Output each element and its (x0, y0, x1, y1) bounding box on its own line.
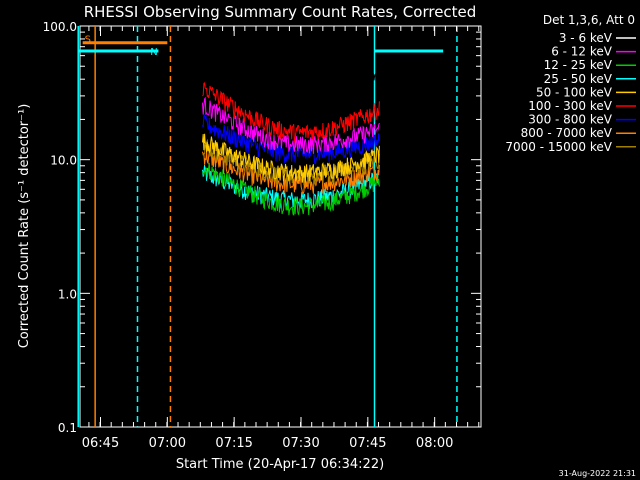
legend-label: 300 - 800 keV (528, 113, 612, 127)
legend-label: 7000 - 15000 keV (505, 140, 612, 154)
legend-label: 50 - 100 keV (536, 85, 613, 99)
flag-label: N (150, 47, 157, 58)
x-tick-label: 08:00 (416, 436, 453, 451)
series-line (202, 52, 380, 85)
y-axis-label: Corrected Count Rate (s⁻¹ detector⁻¹) (17, 104, 32, 349)
series-line (202, 96, 380, 154)
x-axis-label: Start Time (20-Apr-17 06:34:22) (176, 457, 384, 472)
legend-label: 3 - 6 keV (559, 31, 613, 45)
y-tick-label: 100.0 (43, 20, 77, 34)
x-tick-label: 07:45 (349, 436, 386, 451)
series-line (202, 113, 380, 165)
flag-bars: SN (78, 35, 444, 58)
series-line (202, 162, 380, 217)
y-tick-label: 1.0 (58, 287, 77, 301)
y-tick-label: 0.1 (58, 421, 77, 435)
legend-label: 25 - 50 keV (544, 72, 613, 86)
series-layer (202, 52, 380, 217)
x-tick-label: 07:30 (282, 436, 319, 451)
legend-header: Det 1,3,6, Att 0 (543, 13, 635, 27)
footer-date: 31-Aug-2022 21:31 (559, 469, 636, 478)
legend-label: 800 - 7000 keV (521, 126, 613, 140)
x-axis: 06:45 07:00 07:15 07:30 07:45 08:00 (82, 26, 480, 451)
x-tick-label: 07:15 (215, 436, 252, 451)
legend-label: 100 - 300 keV (528, 99, 612, 113)
x-tick-label: 06:45 (82, 436, 119, 451)
plot-frame (79, 25, 482, 428)
y-tick-label: 10.0 (50, 154, 77, 168)
marker-lines (77, 26, 458, 427)
series-line (202, 149, 380, 194)
flag-label: S (85, 35, 91, 46)
chart-title: RHESSI Observing Summary Count Rates, Co… (84, 3, 477, 21)
series-line (202, 133, 380, 183)
x-tick-label: 07:00 (149, 436, 186, 451)
series-line (202, 82, 380, 143)
y-axis: 100.0 10.0 1.0 0.1 (43, 20, 481, 435)
plot-area: SN 100.010.01.00.1 06:45 07:00 07:15 07:30 0… (43, 20, 482, 451)
legend-label: 12 - 25 keV (544, 58, 613, 72)
legend-label: 6 - 12 keV (551, 45, 613, 59)
